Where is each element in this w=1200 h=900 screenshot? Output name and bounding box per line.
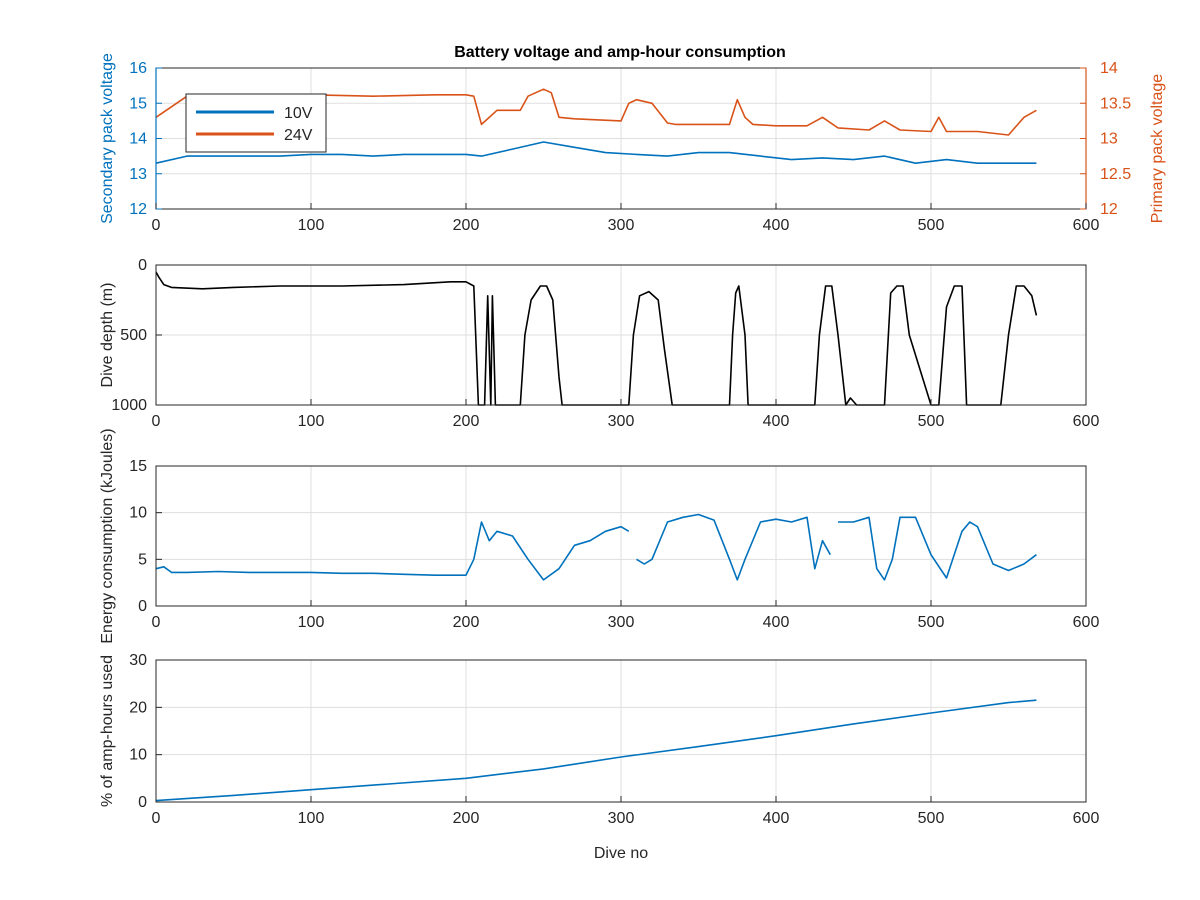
subplot-2: 0 100 200 300 400 500 600 0 500 1000 Dive depth (m… [99, 257, 1099, 430]
y-right-tick-label: 13 [1100, 131, 1118, 148]
y-axis-label: Energy consumption (kJoules) [99, 428, 116, 643]
y-tick-label: 10 [129, 747, 147, 764]
y-right-tick-label: 14 [1100, 60, 1118, 77]
x-tick-label: 300 [608, 810, 635, 827]
y-tick-label: 15 [129, 458, 147, 475]
x-tick-label: 100 [298, 810, 325, 827]
x-tick-label: 300 [608, 614, 635, 631]
x-tick-label: 500 [918, 810, 945, 827]
y-tick-label: 1000 [111, 397, 147, 414]
y-tick-label: 10 [129, 505, 147, 522]
x-tick-label: 0 [152, 614, 161, 631]
x-tick-label: 200 [453, 810, 480, 827]
y-tick-label: 12 [129, 201, 147, 218]
legend-label-24v: 24V [284, 127, 313, 144]
y-tick-label: 20 [129, 699, 147, 716]
x-tick-label: 0 [152, 413, 161, 430]
x-axis-label: Dive no [594, 845, 648, 862]
x-tick-label: 500 [918, 413, 945, 430]
x-tick-label: 500 [918, 614, 945, 631]
x-tick-label: 0 [152, 217, 161, 234]
y-tick-label: 5 [138, 551, 147, 568]
x-tick-label: 200 [453, 614, 480, 631]
subplot-3: 0 100 200 300 400 500 600 0 5 10 15 Energy consumpt… [99, 428, 1099, 643]
x-tick-label: 600 [1073, 810, 1100, 827]
x-tick-label: 500 [918, 217, 945, 234]
y-right-tick-label: 12.5 [1100, 166, 1131, 183]
y-tick-label: 0 [138, 257, 147, 274]
y-tick-label: 500 [120, 327, 147, 344]
series-line-10v [155, 141, 1037, 164]
subplot-1: 0 100 200 300 400 500 60012131415161212.51313.… [99, 53, 1166, 234]
series-line [155, 513, 1037, 581]
x-tick-label: 0 [152, 810, 161, 827]
y-tick-label: 30 [129, 652, 147, 669]
series-line [155, 699, 1037, 802]
x-tick-label: 600 [1073, 614, 1100, 631]
x-tick-label: 600 [1073, 413, 1100, 430]
y-tick-label: 13 [129, 166, 147, 183]
y-axis-label: % of amp-hours used [99, 655, 116, 807]
x-tick-label: 400 [763, 614, 790, 631]
x-tick-label: 300 [608, 413, 635, 430]
figure-title: Battery voltage and amp-hour consumption [454, 44, 786, 61]
x-tick-label: 200 [453, 413, 480, 430]
x-tick-label: 400 [763, 217, 790, 234]
x-tick-label: 100 [298, 614, 325, 631]
y-tick-label: 16 [129, 60, 147, 77]
series-line-24v [155, 88, 1037, 136]
x-tick-label: 600 [1073, 217, 1100, 234]
legend-box [185, 93, 327, 153]
y-axis-label: Dive depth (m) [99, 283, 116, 388]
y-tick-label: 0 [138, 598, 147, 615]
x-tick-label: 300 [608, 217, 635, 234]
subplot-4: 0 100 200 300 400 500 600 0 10 20 30 % of amp-hours… [99, 652, 1099, 862]
y-tick-label: 15 [129, 95, 147, 112]
legend-label-10v: 10V [284, 105, 313, 122]
x-tick-label: 100 [298, 217, 325, 234]
x-tick-label: 400 [763, 810, 790, 827]
subplots: 0 100 200 300 400 500 60012131415161212.51313.… [99, 53, 1166, 862]
y-right-tick-label: 12 [1100, 201, 1118, 218]
y-right-tick-label: 13.5 [1100, 95, 1131, 112]
y-tick-label: 14 [129, 131, 147, 148]
x-tick-label: 200 [453, 217, 480, 234]
x-tick-label: 100 [298, 413, 325, 430]
x-tick-label: 400 [763, 413, 790, 430]
y-tick-label: 0 [138, 794, 147, 811]
y-axis-label: Secondary pack voltage [99, 53, 116, 224]
y-axis-label-right: Primary pack voltage [1149, 74, 1166, 223]
